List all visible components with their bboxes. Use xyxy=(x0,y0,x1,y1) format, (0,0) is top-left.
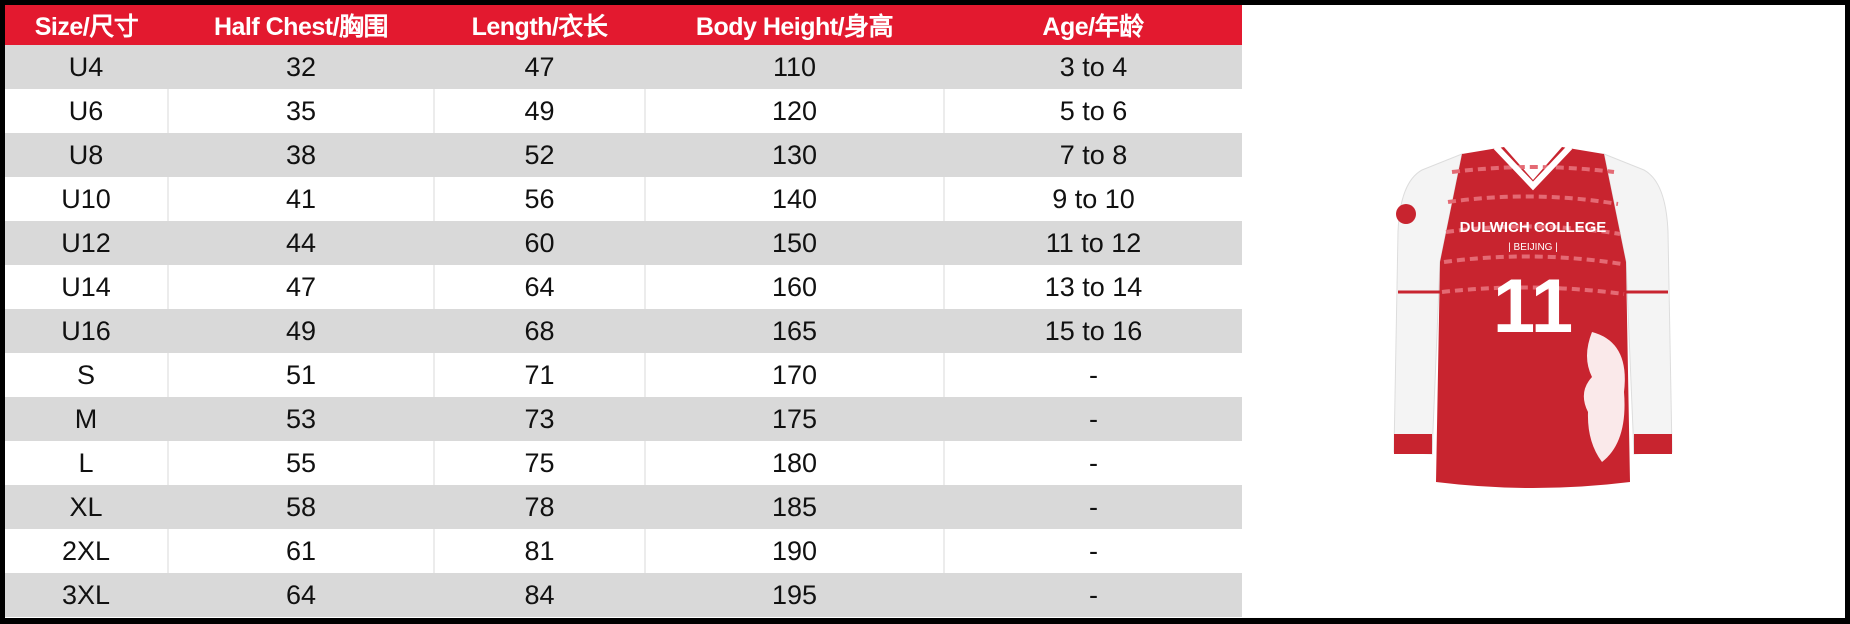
table-cell: 56 xyxy=(434,177,646,221)
wave-pattern xyxy=(1441,165,1625,296)
table-cell: 195 xyxy=(645,573,945,617)
table-cell: 11 to 12 xyxy=(944,221,1242,265)
table-cell: L xyxy=(5,441,169,485)
table-cell: U16 xyxy=(5,309,169,353)
size-chart-table: Size/尺寸 Half Chest/胸围 Length/衣长 Body Height… xyxy=(5,5,1242,617)
table-cell: 55 xyxy=(168,441,435,485)
table-cell: U12 xyxy=(5,221,169,265)
table-cell: 110 xyxy=(645,45,945,89)
table-cell: 52 xyxy=(434,133,646,177)
table-row: U14 47 64 160 13 to 14 xyxy=(5,265,1242,309)
table-cell: 51 xyxy=(168,353,435,397)
table-cell: - xyxy=(1089,447,1098,478)
table-cell: 47 xyxy=(168,265,435,309)
table-cell: 84 xyxy=(434,573,646,617)
header-row: Size/尺寸 Half Chest/胸围 Length/衣长 Body Height… xyxy=(5,5,1242,45)
table-cell: 190 xyxy=(645,529,945,573)
table-cell: 38 xyxy=(168,133,435,177)
jersey-brand: DULWICH COLLEGE xyxy=(1460,219,1607,236)
table-row: S 51 71 170 - xyxy=(5,353,1242,397)
table-cell: 73 xyxy=(434,397,646,441)
table-cell: 58 xyxy=(168,485,435,529)
table-cell: 170 xyxy=(645,353,945,397)
table-cell: S xyxy=(5,353,169,397)
table-cell: 180 xyxy=(645,441,945,485)
jersey-body xyxy=(1436,147,1630,488)
v-neck-collar xyxy=(1493,144,1573,191)
table-cell: 9 to 10 xyxy=(1052,183,1135,214)
table-cell: 165 xyxy=(645,309,945,353)
lion-logo-icon xyxy=(1583,332,1625,462)
table-cell: 3XL xyxy=(5,573,169,617)
table-cell: XL xyxy=(5,485,169,529)
table-cell: 15 to 16 xyxy=(944,309,1242,353)
table-cell: 13 to 14 xyxy=(1044,271,1143,302)
table-cell: 60 xyxy=(434,221,646,265)
table-row: L 55 75 180 - xyxy=(5,441,1242,485)
jersey-image: DULWICH COLLEGE | BEIJING | 11 xyxy=(1393,144,1673,488)
table-row: U6 35 49 120 5 to 6 xyxy=(5,89,1242,133)
table-cell: 35 xyxy=(168,89,435,133)
table-cell: 68 xyxy=(434,309,646,353)
table-row: U4 32 47 110 3 to 4 xyxy=(5,45,1242,89)
table-cell: - xyxy=(944,397,1242,441)
table-cell: 64 xyxy=(168,573,435,617)
table-row: U10 41 56 140 9 to 10 xyxy=(5,177,1242,221)
right-cuff xyxy=(1634,434,1672,454)
table-cell: 32 xyxy=(168,45,435,89)
column-header: Length/衣长 xyxy=(434,5,645,45)
table-row: U8 38 52 130 7 to 8 xyxy=(5,133,1242,177)
column-header: Half Chest/胸围 xyxy=(168,5,434,45)
table-cell: 5 to 6 xyxy=(1059,95,1128,126)
table-cell: U4 xyxy=(5,45,169,89)
table-cell: 41 xyxy=(168,177,435,221)
table-row: 2XL 61 81 190 - xyxy=(5,529,1242,573)
table-cell: - xyxy=(1089,359,1098,390)
jersey-sub: | BEIJING | xyxy=(1508,242,1558,253)
table-cell: 130 xyxy=(645,133,945,177)
table-cell: 44 xyxy=(168,221,435,265)
table-cell: 78 xyxy=(434,485,646,529)
table-cell: 120 xyxy=(645,89,945,133)
table-cell: 53 xyxy=(168,397,435,441)
table-cell: - xyxy=(944,573,1242,617)
table-cell: 160 xyxy=(645,265,945,309)
table-cell: 64 xyxy=(434,265,646,309)
table-cell: 185 xyxy=(645,485,945,529)
table-cell: 49 xyxy=(434,89,646,133)
table-cell: 49 xyxy=(168,309,435,353)
table-row: 3XL 64 84 195- xyxy=(5,573,1242,617)
column-header: Size/尺寸 xyxy=(5,5,168,45)
table-cell: 71 xyxy=(434,353,646,397)
table-cell: 150 xyxy=(645,221,945,265)
table-cell: U6 xyxy=(5,89,169,133)
table-cell: 7 to 8 xyxy=(944,133,1242,177)
table-row: U12 44 60 150 11 to 12 xyxy=(5,221,1242,265)
table-cell: - xyxy=(944,485,1242,529)
table-cell: 75 xyxy=(434,441,646,485)
table-cell: U8 xyxy=(5,133,169,177)
table-row: XL 58 78 185- xyxy=(5,485,1242,529)
table-cell: 47 xyxy=(434,45,646,89)
table-cell: U10 xyxy=(5,177,169,221)
table-cell: 140 xyxy=(645,177,945,221)
column-header: Age/年龄 xyxy=(944,5,1242,45)
size-chart-panel: Size/尺寸 Half Chest/胸围 Length/衣长 Body Height… xyxy=(5,5,1845,618)
sleeve-badge-icon xyxy=(1396,204,1416,224)
table-cell: M xyxy=(5,397,169,441)
table-cell: 175 xyxy=(645,397,945,441)
table-row: U16 49 68 165 15 to 16 xyxy=(5,309,1242,353)
table-cell: 3 to 4 xyxy=(944,45,1242,89)
table-cell: - xyxy=(1089,535,1098,566)
jersey-number: 11 xyxy=(1493,264,1573,349)
left-cuff xyxy=(1394,434,1432,454)
table-cell: 2XL xyxy=(5,529,169,573)
table-row: M 53 73 175- xyxy=(5,397,1242,441)
table-cell: 81 xyxy=(434,529,646,573)
column-header: Body Height/身高 xyxy=(645,5,944,45)
table-cell: U14 xyxy=(5,265,169,309)
table-cell: 61 xyxy=(168,529,435,573)
